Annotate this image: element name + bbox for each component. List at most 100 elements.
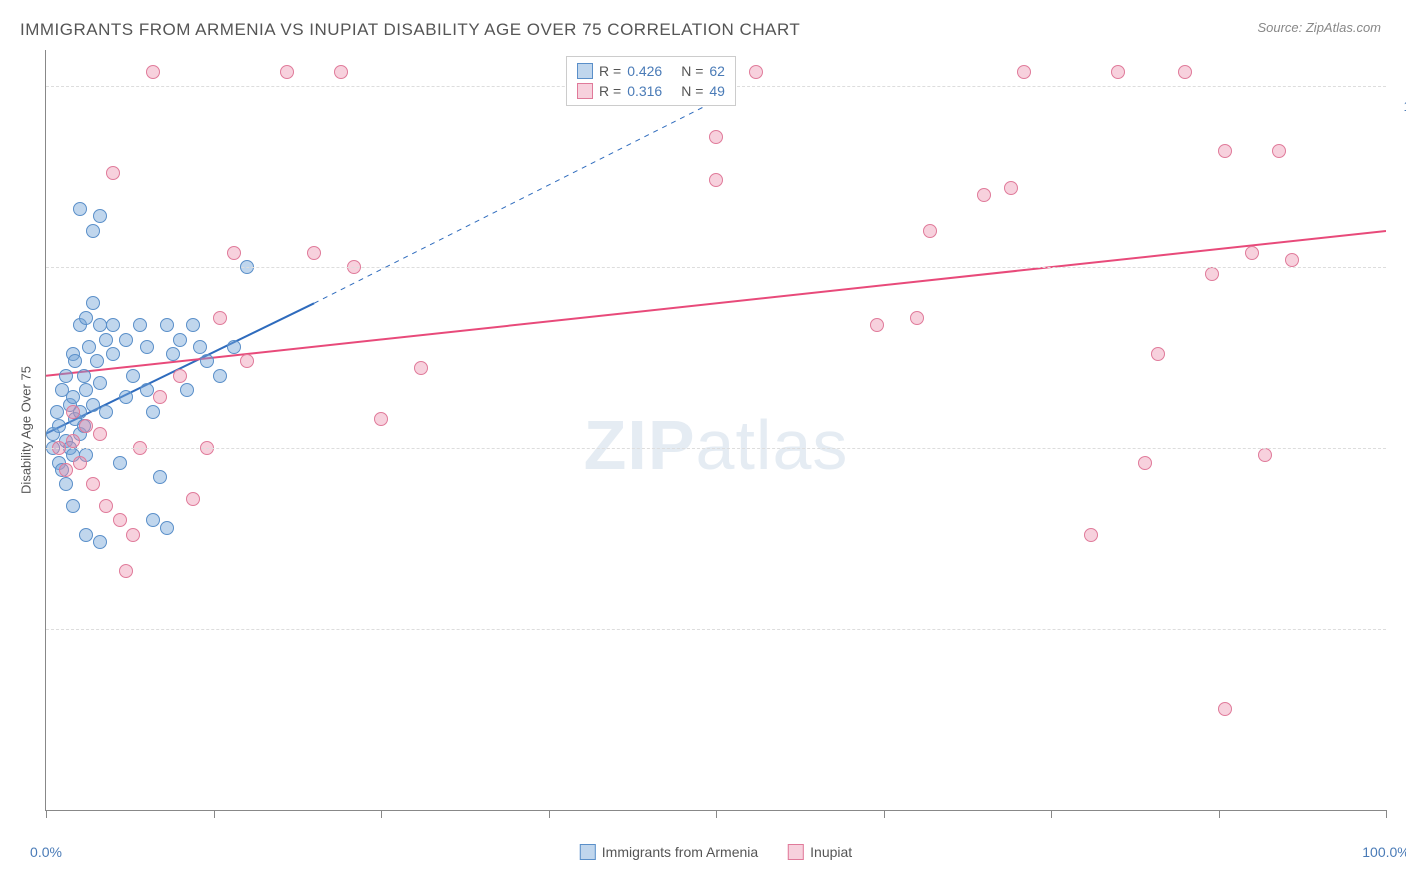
- data-point: [93, 376, 107, 390]
- data-point: [86, 224, 100, 238]
- data-point: [86, 296, 100, 310]
- x-tick-label: 100.0%: [1362, 844, 1406, 860]
- source-label: Source: ZipAtlas.com: [1257, 20, 1381, 35]
- data-point: [227, 246, 241, 260]
- data-point: [180, 383, 194, 397]
- x-tick-label: 0.0%: [30, 844, 62, 860]
- data-point: [709, 173, 723, 187]
- data-point: [334, 65, 348, 79]
- data-point: [146, 65, 160, 79]
- data-point: [1218, 144, 1232, 158]
- y-axis-label: Disability Age Over 75: [19, 366, 34, 494]
- data-point: [77, 369, 91, 383]
- data-point: [82, 340, 96, 354]
- data-point: [870, 318, 884, 332]
- data-point: [1218, 702, 1232, 716]
- data-point: [93, 427, 107, 441]
- data-point: [709, 130, 723, 144]
- data-point: [59, 463, 73, 477]
- data-point: [1138, 456, 1152, 470]
- legend-swatch: [577, 83, 593, 99]
- data-point: [59, 369, 73, 383]
- data-point: [193, 340, 207, 354]
- data-point: [50, 405, 64, 419]
- r-value: 0.316: [627, 83, 675, 99]
- legend-label: Inupiat: [810, 844, 852, 860]
- data-point: [73, 202, 87, 216]
- plot-area: Disability Age Over 75 ZIPatlas 25.0%50.…: [45, 50, 1386, 811]
- data-point: [73, 456, 87, 470]
- legend-item: Immigrants from Armenia: [580, 844, 758, 860]
- data-point: [213, 311, 227, 325]
- data-point: [160, 318, 174, 332]
- data-point: [99, 499, 113, 513]
- x-tick: [549, 810, 550, 818]
- data-point: [1258, 448, 1272, 462]
- data-point: [66, 499, 80, 513]
- x-tick: [46, 810, 47, 818]
- data-point: [119, 390, 133, 404]
- data-point: [1004, 181, 1018, 195]
- data-point: [173, 333, 187, 347]
- data-point: [68, 354, 82, 368]
- n-label: N =: [681, 63, 703, 79]
- data-point: [113, 513, 127, 527]
- legend-item: Inupiat: [788, 844, 852, 860]
- n-label: N =: [681, 83, 703, 99]
- data-point: [133, 318, 147, 332]
- watermark-atlas: atlas: [696, 406, 849, 484]
- data-point: [1178, 65, 1192, 79]
- x-tick: [1219, 810, 1220, 818]
- data-point: [106, 166, 120, 180]
- data-point: [59, 477, 73, 491]
- data-point: [977, 188, 991, 202]
- gridline: [46, 448, 1386, 449]
- data-point: [106, 318, 120, 332]
- data-point: [1272, 144, 1286, 158]
- legend-swatch: [577, 63, 593, 79]
- gridline: [46, 629, 1386, 630]
- data-point: [90, 354, 104, 368]
- data-point: [86, 477, 100, 491]
- x-tick: [716, 810, 717, 818]
- data-point: [146, 405, 160, 419]
- data-point: [79, 383, 93, 397]
- legend-stats-box: R =0.426N =62R =0.316N =49: [566, 56, 736, 106]
- data-point: [1111, 65, 1125, 79]
- data-point: [280, 65, 294, 79]
- data-point: [93, 318, 107, 332]
- data-point: [126, 369, 140, 383]
- trend-lines-svg: [46, 50, 1386, 810]
- x-tick: [381, 810, 382, 818]
- data-point: [79, 311, 93, 325]
- legend-stats-row: R =0.316N =49: [577, 81, 725, 101]
- data-point: [910, 311, 924, 325]
- data-point: [166, 347, 180, 361]
- legend-swatch: [580, 844, 596, 860]
- data-point: [1017, 65, 1031, 79]
- data-point: [1151, 347, 1165, 361]
- data-point: [119, 564, 133, 578]
- data-point: [106, 347, 120, 361]
- x-tick: [1051, 810, 1052, 818]
- data-point: [307, 246, 321, 260]
- chart-title: IMMIGRANTS FROM ARMENIA VS INUPIAT DISAB…: [20, 20, 800, 40]
- data-point: [749, 65, 763, 79]
- data-point: [374, 412, 388, 426]
- x-tick: [214, 810, 215, 818]
- data-point: [119, 333, 133, 347]
- legend-stats-row: R =0.426N =62: [577, 61, 725, 81]
- data-point: [93, 209, 107, 223]
- data-point: [1205, 267, 1219, 281]
- data-point: [227, 340, 241, 354]
- data-point: [1285, 253, 1299, 267]
- legend-bottom: Immigrants from Armenia Inupiat: [580, 844, 852, 860]
- data-point: [140, 340, 154, 354]
- data-point: [86, 398, 100, 412]
- data-point: [200, 354, 214, 368]
- data-point: [240, 354, 254, 368]
- n-value: 62: [709, 63, 725, 79]
- legend-label: Immigrants from Armenia: [602, 844, 758, 860]
- data-point: [213, 369, 227, 383]
- r-label: R =: [599, 83, 621, 99]
